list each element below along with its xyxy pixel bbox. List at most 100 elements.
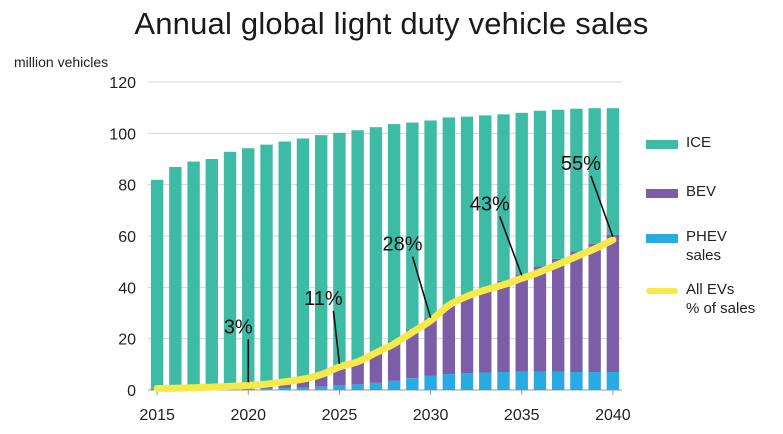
bar-bev [588, 243, 601, 373]
x-tick-label: 2020 [230, 407, 266, 424]
bar-ice [570, 108, 583, 252]
x-tick-label: 2025 [322, 407, 358, 424]
bar-phev-sales [278, 387, 291, 390]
bar-bev [406, 329, 419, 379]
bar-bev [351, 361, 364, 385]
bar-phev-sales [260, 388, 273, 390]
y-tick-label: 60 [118, 229, 136, 246]
chart-title: Annual global light duty vehicle sales [134, 6, 649, 41]
bar-ice [296, 138, 310, 380]
bar-phev-sales [424, 375, 437, 390]
legend-line-all-evs [646, 288, 678, 294]
bar-ice [424, 120, 437, 319]
annotation-label: 11% [304, 288, 343, 310]
bar-ice [515, 112, 528, 275]
legend-label-phev: PHEV sales [686, 228, 727, 264]
bar-ice [606, 108, 620, 235]
y-tick-label: 40 [118, 280, 136, 297]
bar-bev [296, 379, 310, 388]
bar-bev [479, 287, 492, 373]
bar-ice [260, 144, 273, 385]
legend-swatch-phev [646, 234, 678, 243]
bar-phev-sales [387, 380, 401, 390]
bar-phev-sales [606, 372, 620, 390]
y-tick-label: 120 [109, 75, 136, 92]
bar-bev [314, 375, 328, 387]
y-tick-label: 80 [118, 178, 136, 195]
annotation-label: 28% [383, 234, 423, 256]
bar-ice [205, 159, 219, 388]
x-tick-label: 2040 [595, 407, 631, 424]
x-tick-label: 2030 [413, 407, 449, 424]
bar-phev-sales [333, 385, 346, 390]
bar-ice [333, 132, 346, 368]
bar-phev-sales [369, 382, 383, 390]
bar-ice [479, 115, 492, 288]
bar-ice [223, 151, 237, 387]
bar-ice [187, 161, 200, 388]
annotation-leader-line [498, 216, 523, 276]
y-axis-unit-label: million vehicles [14, 54, 109, 70]
bar-bev [515, 274, 528, 372]
bar-ice [278, 141, 291, 383]
legend-item-phev: PHEV sales [646, 227, 727, 265]
bar-ice [406, 122, 419, 330]
bar-phev-sales [479, 372, 492, 390]
bar-phev-sales [497, 372, 510, 390]
bar-bev [606, 234, 620, 373]
annotation-label: 43% [470, 193, 510, 215]
legend-item-bev: BEV [646, 182, 716, 201]
y-tick-label: 20 [118, 332, 136, 349]
legend-item-all-evs: All EVs % of sales [646, 280, 755, 318]
annotation-leader-line [590, 175, 614, 238]
bar-phev-sales [551, 371, 565, 390]
annotation-label: 3% [224, 316, 253, 338]
bar-ice [442, 117, 456, 305]
bar-phev-sales [533, 371, 547, 390]
bar-ice [169, 166, 182, 389]
bar-ice [314, 135, 328, 376]
ev-share-line [153, 236, 617, 392]
legend-swatch-bev [646, 189, 678, 198]
x-tick-label: 2035 [504, 407, 540, 424]
bar-ice [460, 116, 474, 295]
y-tick-label: 0 [127, 383, 136, 400]
bar-bev [533, 266, 547, 372]
bar-phev-sales [296, 387, 310, 390]
legend-item-ice: ICE [646, 133, 711, 152]
bar-ice [242, 148, 255, 386]
x-tick-label: 2015 [139, 407, 175, 424]
bar-bev [497, 280, 510, 373]
bar-bev [551, 258, 565, 372]
annotation-leader-line [411, 256, 432, 318]
bar-phev-sales [570, 372, 583, 390]
legend-label-bev: BEV [686, 183, 717, 200]
legend-label-all-evs: All EVs % of sales [686, 281, 756, 317]
legend-swatch-ice [646, 140, 678, 149]
bar-bev [424, 318, 437, 376]
legend-label-ice: ICE [686, 134, 712, 151]
bar-phev-sales [442, 374, 456, 390]
bar-bev [387, 340, 401, 381]
bar-phev-sales [515, 371, 528, 390]
annotation-leader-line [332, 310, 341, 364]
annotation-label: 55% [561, 153, 601, 175]
bar-bev [369, 352, 383, 383]
bar-phev-sales [460, 373, 474, 390]
bar-phev-sales [242, 388, 255, 390]
bar-ice [369, 127, 383, 353]
bar-ice [497, 114, 510, 281]
bar-ice [588, 108, 601, 244]
bar-bev [570, 251, 583, 373]
bar-bev [442, 304, 456, 375]
y-tick-label: 100 [109, 126, 136, 143]
bar-phev-sales [351, 384, 364, 390]
bar-phev-sales [314, 386, 328, 390]
bar-ice [150, 179, 164, 389]
bar-ice [351, 130, 364, 362]
bar-bev [460, 294, 474, 374]
bar-ice [387, 124, 401, 341]
bar-ice [551, 109, 565, 259]
bar-phev-sales [406, 378, 419, 390]
